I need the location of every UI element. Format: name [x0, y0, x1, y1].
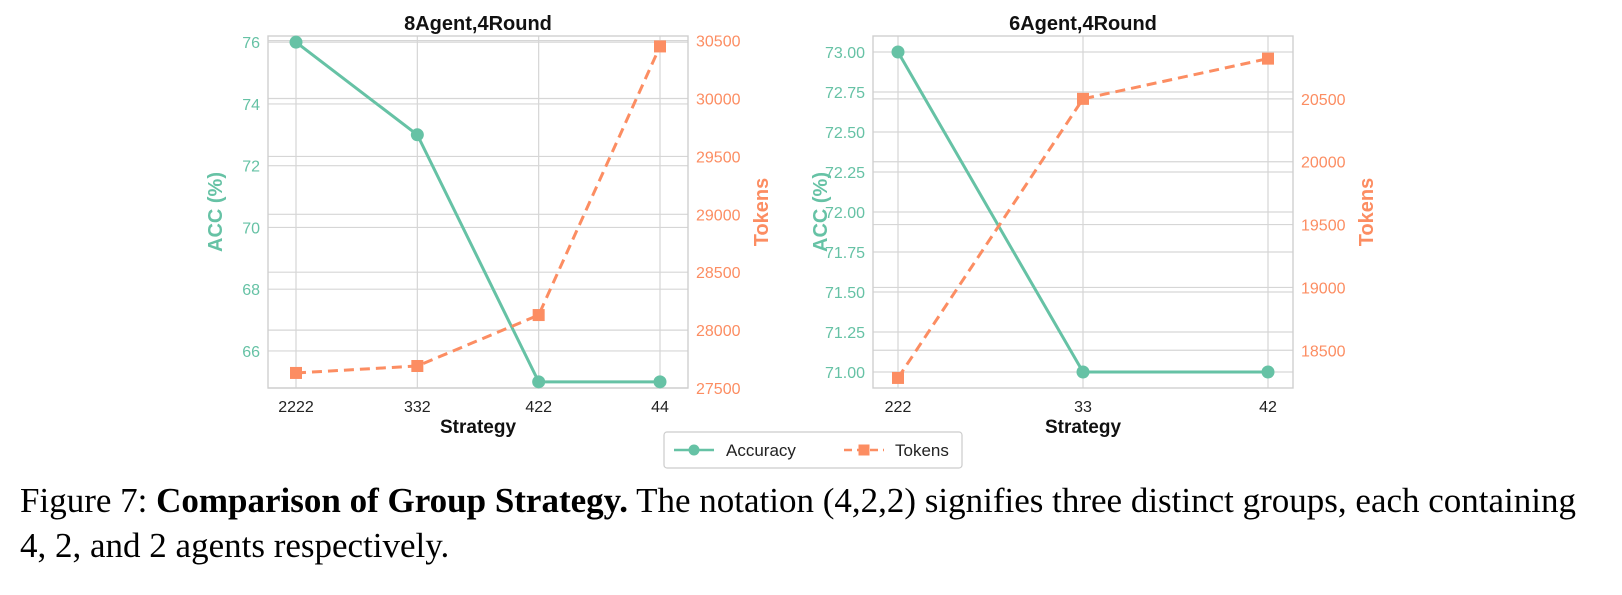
x-axis-label: Strategy — [440, 417, 516, 438]
y-tick-label-left: 72.50 — [825, 125, 865, 142]
y-axis-label-left: ACC (%) — [205, 172, 227, 252]
accuracy-point — [289, 35, 303, 49]
y-axis-label-left: ACC (%) — [810, 172, 832, 252]
chart-title: 8Agent,4Round — [404, 13, 552, 35]
y-tick-label-left: 73.00 — [825, 45, 865, 62]
y-tick-label-right: 29000 — [696, 207, 741, 224]
chart-8agent-4round: 66 68 70 72 74 76 27500 28000 28500 29000 29500 300… — [205, 13, 773, 438]
y-tick-label-right: 20500 — [1301, 92, 1346, 109]
caption-title: Comparison of Group Strategy. — [156, 481, 628, 520]
x-tick-label: 44 — [651, 399, 669, 416]
y-tick-label-left: 76 — [242, 35, 260, 52]
y-tick-label-left: 72.25 — [825, 165, 865, 182]
y-tick-label-right: 18500 — [1301, 343, 1346, 360]
y-tick-label-right: 28500 — [696, 265, 741, 282]
legend: Accuracy Tokens — [663, 431, 963, 469]
x-tick-label: 222 — [885, 399, 912, 416]
y-tick-label-left: 71.50 — [825, 285, 865, 302]
x-tick-label: 2222 — [278, 399, 314, 416]
y-tick-label-left: 72.00 — [825, 205, 865, 222]
y-axis-label-right: Tokens — [1356, 178, 1378, 247]
tokens-point — [654, 40, 666, 53]
y-tick-label-left: 66 — [242, 344, 260, 361]
legend-tokens-marker — [858, 444, 870, 456]
tokens-line — [295, 45, 662, 375]
chart-6agent-4round: 71.00 71.25 71.50 71.75 72.00 72.25 72.50 72.75… — [810, 13, 1378, 438]
tokens-point — [892, 371, 904, 384]
y-tick-label-right: 29500 — [696, 149, 741, 166]
y-tick-label-left: 71.00 — [825, 365, 865, 382]
x-tick-label: 422 — [525, 399, 552, 416]
y-tick-label-left: 70 — [242, 220, 260, 237]
x-tick-label: 42 — [1259, 399, 1277, 416]
y-tick-label-left: 71.75 — [825, 245, 865, 262]
y-tick-label-left: 72.75 — [825, 85, 865, 102]
y-tick-label-right: 19000 — [1301, 280, 1346, 297]
figure-caption: Figure 7: Comparison of Group Strategy. … — [20, 478, 1610, 568]
x-tick-label: 332 — [404, 399, 431, 416]
legend-tokens-label: Tokens — [895, 441, 949, 460]
plot-frame — [872, 35, 1294, 389]
x-tick-label: 33 — [1074, 399, 1092, 416]
tokens-point — [1262, 52, 1274, 65]
caption-prefix: Figure 7: — [20, 481, 157, 520]
x-axis-label: Strategy — [1045, 417, 1121, 438]
y-tick-label-right: 28000 — [696, 323, 741, 340]
tokens-point — [411, 360, 424, 372]
accuracy-point — [891, 45, 905, 59]
y-tick-label-right: 27500 — [696, 381, 741, 398]
y-tick-label-right: 30000 — [696, 92, 741, 109]
tokens-point — [290, 366, 302, 379]
accuracy-point — [653, 375, 667, 389]
tokens-point — [532, 309, 545, 322]
accuracy-line — [295, 40, 660, 384]
caption-text: The notation (4,2,2) signifies three dis… — [20, 481, 1577, 565]
y-tick-label-left: 71.25 — [825, 325, 865, 342]
plot-frame — [267, 35, 689, 389]
y-axis-label-right: Tokens — [751, 178, 773, 247]
accuracy-point — [1261, 365, 1275, 379]
legend-box — [663, 431, 963, 469]
figure: 66 68 70 72 74 76 27500 28000 28500 29000 29500 300… — [205, 13, 1378, 469]
y-tick-label-right: 20000 — [1301, 155, 1346, 172]
y-tick-label-left: 68 — [242, 282, 260, 299]
y-tick-label-left: 72 — [242, 159, 260, 176]
legend-accuracy-marker — [688, 444, 700, 456]
y-tick-label-right: 30500 — [696, 34, 741, 51]
y-tick-label-right: 19500 — [1301, 218, 1346, 235]
legend-accuracy-label: Accuracy — [726, 441, 796, 460]
accuracy-point — [532, 375, 546, 389]
accuracy-point — [1076, 365, 1090, 379]
accuracy-point — [410, 128, 424, 142]
chart-title: 6Agent,4Round — [1009, 13, 1157, 35]
tokens-point — [1077, 92, 1089, 105]
y-tick-label-left: 74 — [242, 97, 260, 114]
